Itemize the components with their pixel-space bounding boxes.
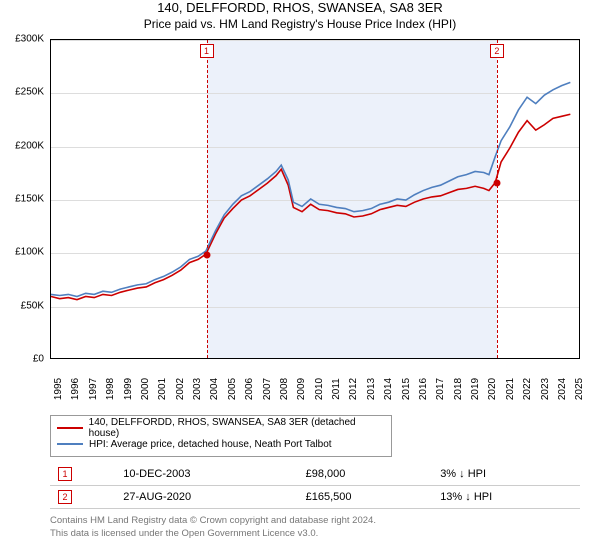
x-tick-label: 2011 [331, 378, 342, 400]
y-tick-label: £300K [0, 34, 44, 45]
legend-item: 140, DELFFORDD, RHOS, SWANSEA, SA8 3ER (… [57, 420, 385, 436]
x-tick-label: 2003 [192, 378, 203, 400]
x-tick-label: 2021 [505, 378, 516, 400]
x-tick-label: 2015 [401, 378, 412, 400]
series-line-price_paid [51, 114, 570, 299]
x-tick-label: 2013 [366, 378, 377, 400]
legend-label: 140, DELFFORDD, RHOS, SWANSEA, SA8 3ER (… [89, 417, 385, 439]
x-tick-label: 2017 [435, 378, 446, 400]
y-axis: £0£50K£100K£150K£200K£250K£300K [0, 39, 48, 359]
line-plot-svg [51, 40, 579, 358]
legend-label: HPI: Average price, detached house, Neat… [89, 439, 332, 450]
chart-subtitle: Price paid vs. HM Land Registry's House … [0, 17, 600, 31]
x-tick-label: 2002 [175, 378, 186, 400]
legend: 140, DELFFORDD, RHOS, SWANSEA, SA8 3ER (… [50, 415, 392, 457]
x-tick-label: 2016 [418, 378, 429, 400]
x-tick-label: 2024 [557, 378, 568, 400]
y-tick-label: £100K [0, 247, 44, 258]
table-row: 2 27-AUG-2020 £165,500 13% ↓ HPI [50, 486, 580, 509]
x-tick-label: 2018 [453, 378, 464, 400]
y-tick-label: £200K [0, 140, 44, 151]
footer-line: This data is licensed under the Open Gov… [50, 528, 600, 541]
txn-price: £98,000 [298, 463, 433, 486]
y-tick-label: £0 [0, 354, 44, 365]
x-tick-label: 2009 [296, 378, 307, 400]
chart-area: £0£50K£100K£150K£200K£250K£300K 12 19951… [0, 39, 600, 409]
x-tick-label: 2010 [314, 378, 325, 400]
txn-date: 27-AUG-2020 [115, 486, 297, 509]
marker-icon: 2 [58, 490, 72, 504]
marker-dot [493, 180, 500, 187]
x-tick-label: 2001 [157, 378, 168, 400]
x-tick-label: 2006 [244, 378, 255, 400]
x-tick-label: 2007 [262, 378, 273, 400]
transactions-table: 1 10-DEC-2003 £98,000 3% ↓ HPI 2 27-AUG-… [50, 463, 580, 509]
chart-title: 140, DELFFORDD, RHOS, SWANSEA, SA8 3ER [0, 0, 600, 15]
legend-swatch [57, 443, 83, 445]
x-tick-label: 2000 [140, 378, 151, 400]
footer-line: Contains HM Land Registry data © Crown c… [50, 515, 600, 528]
table-row: 1 10-DEC-2003 £98,000 3% ↓ HPI [50, 463, 580, 486]
x-tick-label: 1999 [123, 378, 134, 400]
x-tick-label: 2025 [574, 378, 585, 400]
x-tick-label: 2019 [470, 378, 481, 400]
legend-swatch [57, 427, 83, 429]
x-tick-label: 1997 [88, 378, 99, 400]
marker-dot [203, 252, 210, 259]
txn-date: 10-DEC-2003 [115, 463, 297, 486]
txn-delta: 13% ↓ HPI [432, 486, 580, 509]
marker-label: 2 [490, 44, 504, 58]
marker-icon: 1 [58, 467, 72, 481]
x-tick-label: 1998 [105, 378, 116, 400]
x-tick-label: 1995 [53, 378, 64, 400]
plot-region: 12 [50, 39, 580, 359]
txn-delta: 3% ↓ HPI [432, 463, 580, 486]
x-tick-label: 2023 [540, 378, 551, 400]
x-tick-label: 1996 [70, 378, 81, 400]
x-tick-label: 2022 [522, 378, 533, 400]
y-tick-label: £150K [0, 194, 44, 205]
x-tick-label: 2020 [487, 378, 498, 400]
txn-price: £165,500 [298, 486, 433, 509]
y-tick-label: £50K [0, 300, 44, 311]
x-axis: 1995 1996 1997 1998 1999 2000 2001 2002 2003 2004… [50, 359, 580, 409]
x-tick-label: 2004 [209, 378, 220, 400]
x-tick-label: 2014 [383, 378, 394, 400]
x-tick-label: 2005 [227, 378, 238, 400]
x-tick-label: 2012 [348, 378, 359, 400]
x-tick-label: 2008 [279, 378, 290, 400]
y-tick-label: £250K [0, 87, 44, 98]
series-line-hpi [51, 82, 570, 296]
marker-label: 1 [200, 44, 214, 58]
footer-attribution: Contains HM Land Registry data © Crown c… [50, 515, 600, 541]
